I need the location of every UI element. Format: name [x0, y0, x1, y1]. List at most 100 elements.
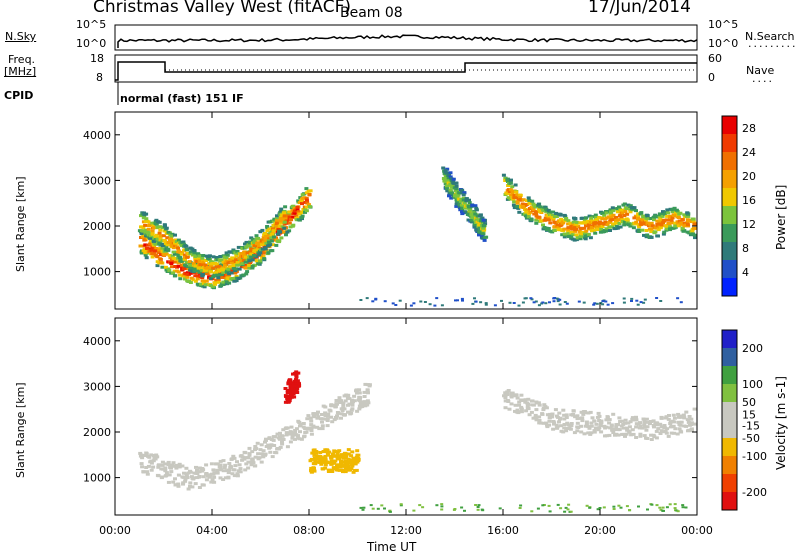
data-cell: [220, 282, 225, 286]
data-cell: [351, 470, 356, 474]
data-cell: [289, 218, 294, 222]
data-cell: [333, 459, 338, 463]
data-cell: [153, 222, 158, 226]
data-cell: [575, 235, 580, 239]
data-cell: [358, 405, 363, 409]
data-cell: [211, 255, 216, 259]
data-cell: [296, 210, 301, 214]
data-cell: [526, 196, 531, 200]
data-cell: [234, 258, 239, 262]
ground-scatter-cell: [676, 297, 680, 300]
data-cell: [193, 482, 198, 486]
data-cell: [661, 232, 666, 236]
data-cell: [304, 209, 309, 213]
data-cell: [503, 396, 508, 400]
data-cell: [138, 451, 143, 455]
ground-scatter-cell: [517, 304, 521, 307]
data-cell: [509, 393, 514, 397]
data-cell: [331, 452, 335, 456]
data-cell: [144, 228, 149, 232]
data-cell: [268, 231, 273, 234]
data-cell: [470, 216, 475, 219]
data-cell: [526, 215, 531, 219]
data-cell: [571, 409, 576, 413]
data-cell: [526, 397, 531, 401]
data-cell: [618, 225, 623, 229]
data-cell: [284, 426, 289, 430]
data-cell: [194, 465, 198, 469]
data-cell: [254, 255, 259, 259]
data-cell: [268, 243, 273, 247]
data-cell: [550, 214, 555, 217]
data-cell: [310, 451, 315, 455]
data-cell: [533, 205, 538, 209]
data-cell: [622, 202, 627, 206]
data-cell: [311, 412, 316, 416]
data-cell: [153, 242, 158, 246]
data-cell: [541, 223, 545, 227]
nsky-tick-top: 10^5: [76, 18, 107, 31]
data-cell: [216, 280, 221, 284]
data-cell: [616, 433, 621, 437]
data-cell: [186, 487, 191, 491]
data-cell: [256, 262, 261, 266]
data-cell: [652, 425, 656, 429]
ground-scatter-cell: [440, 304, 444, 307]
data-cell: [534, 400, 539, 404]
data-cell: [574, 220, 579, 224]
data-cell: [338, 401, 342, 404]
data-cell: [295, 205, 300, 209]
data-cell: [216, 278, 221, 282]
x-tick-label: 04:00: [196, 524, 228, 537]
data-cell: [552, 228, 557, 232]
data-cell: [332, 449, 337, 453]
data-cell: [461, 198, 466, 202]
data-cell: [164, 471, 169, 475]
data-cell: [192, 269, 197, 273]
data-cell: [172, 269, 177, 273]
data-cell: [209, 462, 214, 466]
ground-scatter-cell: [428, 303, 432, 306]
data-cell: [661, 430, 665, 434]
data-cell: [151, 454, 156, 457]
data-cell: [280, 442, 285, 446]
data-cell: [226, 277, 231, 281]
data-cell: [603, 220, 608, 224]
data-cell: [662, 218, 667, 222]
data-cell: [576, 224, 581, 228]
data-cell: [514, 393, 519, 397]
data-cell: [297, 421, 302, 424]
data-cell: [668, 227, 673, 231]
data-cell: [188, 252, 193, 256]
data-cell: [354, 389, 358, 393]
data-cell: [217, 264, 222, 268]
colorbar-tick-label: -50: [742, 432, 760, 445]
chart-title: Christmas Valley West (fitACF): [93, 0, 352, 17]
data-cell: [141, 216, 146, 220]
data-cell: [320, 458, 324, 462]
data-cell: [605, 416, 610, 419]
data-cell: [188, 250, 193, 254]
ground-scatter-cell: [681, 506, 685, 509]
data-cell: [343, 452, 348, 456]
data-cell: [250, 258, 255, 262]
data-cell: [225, 469, 230, 473]
data-cell: [668, 225, 673, 229]
ground-scatter-cell: [642, 301, 646, 304]
data-cell: [506, 184, 511, 187]
data-cell: [273, 435, 278, 439]
data-cell: [267, 227, 272, 231]
data-cell: [160, 226, 165, 230]
data-cell: [546, 218, 551, 222]
data-cell: [649, 221, 654, 225]
data-cell: [447, 173, 451, 177]
data-cell: [613, 428, 617, 431]
data-cell: [246, 466, 251, 470]
data-cell: [356, 457, 361, 461]
data-cell: [163, 224, 167, 228]
data-cell: [597, 216, 602, 220]
data-cell: [615, 221, 620, 225]
data-cell: [284, 431, 289, 435]
data-cell: [215, 468, 220, 472]
data-cell: [165, 243, 170, 247]
